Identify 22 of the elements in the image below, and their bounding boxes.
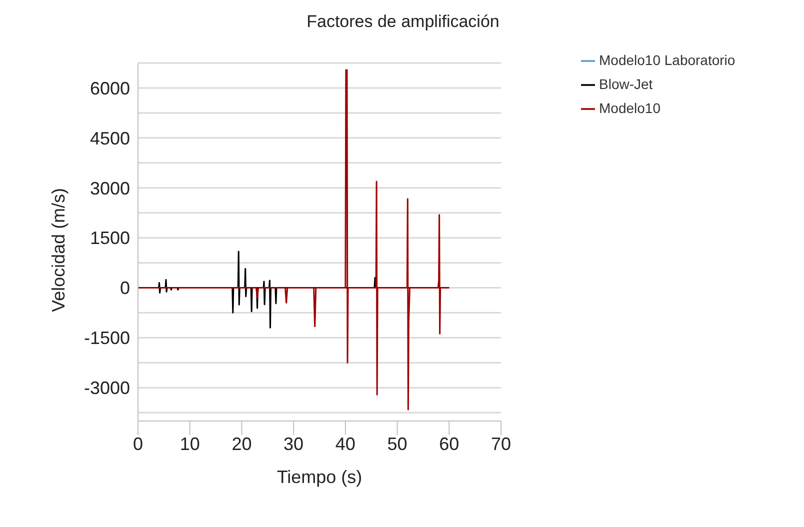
legend-label: Modelo10 <box>599 100 660 116</box>
x-tick-label: 40 <box>335 434 356 454</box>
x-tick-label: 0 <box>132 434 144 454</box>
x-tick-label: 70 <box>490 434 512 454</box>
x-tick-label: 30 <box>284 434 304 454</box>
y-tick-label: -1500 <box>84 328 130 348</box>
x-axis-title: Tiempo (s) <box>276 467 362 487</box>
legend-label: Blow-Jet <box>599 76 653 92</box>
x-tick-label: 10 <box>180 434 200 454</box>
x-tick-label: 60 <box>439 434 460 454</box>
y-tick-label: 1500 <box>90 228 130 248</box>
x-tick-label: 50 <box>387 434 408 454</box>
y-tick-label: 4500 <box>90 128 130 148</box>
y-tick-label: 6000 <box>90 78 130 98</box>
legend-label: Modelo10 Laboratorio <box>599 52 736 68</box>
y-axis-title: Velocidad (m/s) <box>48 188 68 312</box>
chart-title: Factores de amplificación <box>306 12 500 32</box>
y-tick-label: -3000 <box>84 378 130 398</box>
y-tick-label: 0 <box>120 278 130 298</box>
x-tick-label: 20 <box>232 434 252 454</box>
line-series <box>138 69 450 410</box>
y-tick-label: 3000 <box>90 178 130 198</box>
